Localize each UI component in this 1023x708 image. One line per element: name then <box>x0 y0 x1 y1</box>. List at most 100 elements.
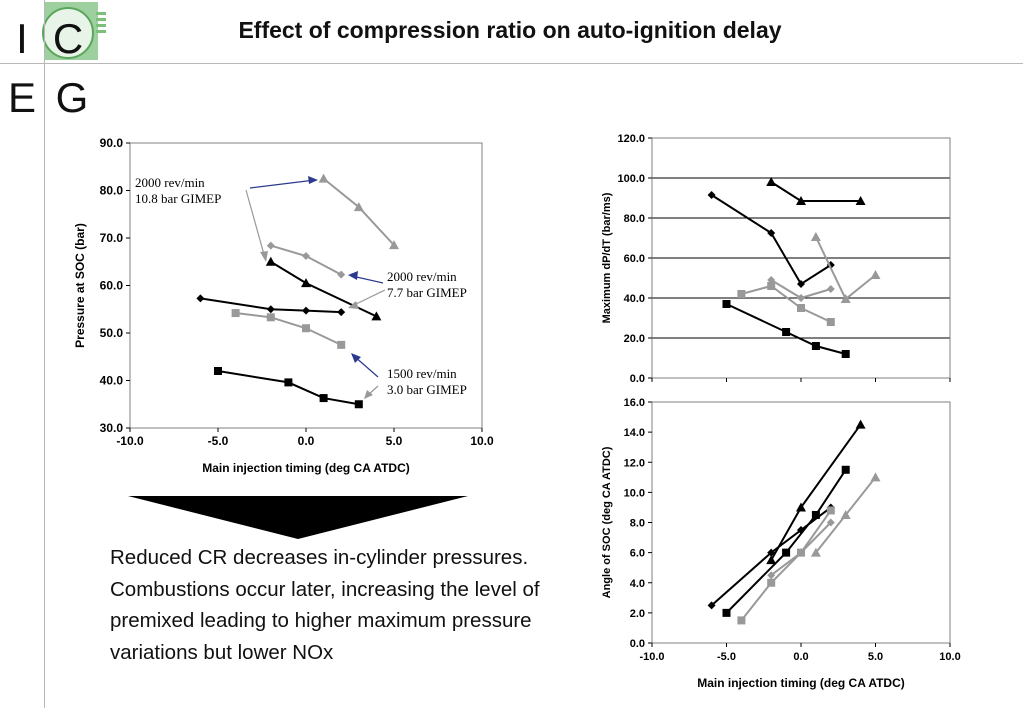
dpdt-data-point <box>811 342 820 350</box>
pressure-series-line <box>270 244 342 276</box>
angle-y-tick-label: 14.0 <box>624 427 645 439</box>
pressure-data-point <box>266 241 275 250</box>
pressure-x-tick-label: 10.0 <box>470 434 494 448</box>
angle-data-point <box>797 548 805 557</box>
dpdt-y-axis-label: Maximum dP/dT (bar/ms) <box>601 192 613 323</box>
angle-data-point <box>766 555 777 565</box>
pressure-annotation-arrowhead <box>260 251 268 262</box>
dpdt-data-point <box>797 280 805 288</box>
angle-x-tick-label: 10.0 <box>939 651 960 663</box>
logo-c-circle <box>42 7 94 59</box>
pressure-x-tick-label: -10.0 <box>116 434 144 448</box>
vertical-divider <box>44 0 45 708</box>
logo-letter-c: C <box>53 15 83 62</box>
logo-letter-i: I <box>16 15 28 62</box>
angle-x-tick-label: 0.0 <box>793 651 808 663</box>
angle-y-tick-label: 2.0 <box>630 608 645 620</box>
angle-series-line <box>740 509 832 622</box>
pressure-annotation-arrowhead <box>348 271 358 280</box>
pressure-annotation-text: 3.0 bar GIMEP <box>387 382 467 397</box>
dpdt-series-line <box>741 284 832 323</box>
angle-data-point <box>767 571 776 580</box>
pressure-y-tick-label: 80.0 <box>100 184 124 198</box>
angle-y-tick-label: 10.0 <box>624 487 645 499</box>
dpdt-data-point <box>826 285 835 293</box>
angle-data-point <box>810 547 821 557</box>
angle-data-point <box>796 502 806 512</box>
dpdt-y-tick-label: 60.0 <box>624 253 645 265</box>
pressure-data-point <box>214 367 222 375</box>
angle-x-axis-label: Main injection timing (deg CA ATDC) <box>697 676 905 690</box>
dpdt-series-line <box>770 181 861 202</box>
angle-data-point <box>826 506 835 515</box>
angle-y-tick-label: 0.0 <box>630 638 645 650</box>
dpdt-y-tick-label: 0.0 <box>630 373 645 385</box>
logo-stripes <box>96 12 106 33</box>
pressure-annotation-arrowhead <box>348 301 359 309</box>
pressure-annotation-arrow <box>249 179 316 189</box>
pressure-y-tick-label: 50.0 <box>100 326 124 340</box>
dpdt-data-point <box>840 294 851 303</box>
angle-data-point <box>782 548 791 557</box>
summary-text: Reduced CR decreases in-cylinder pressur… <box>110 546 540 664</box>
pressure-y-axis-label: Pressure at SOC (bar) <box>73 223 87 348</box>
angle-data-point <box>870 472 881 482</box>
down-arrow-shape <box>128 496 468 539</box>
pressure-y-tick-label: 40.0 <box>100 374 124 388</box>
pressure-data-point <box>196 294 205 303</box>
pressure-series-line <box>270 260 377 318</box>
dpdt-data-point <box>826 318 835 326</box>
dpdt-data-point <box>737 290 746 298</box>
pressure-data-point <box>301 278 311 288</box>
dpdt-data-point <box>767 229 776 237</box>
pressure-series-line <box>235 312 342 346</box>
dpdt-data-point <box>766 177 777 186</box>
dpdt-data-point <box>841 350 850 358</box>
angle-y-tick-label: 6.0 <box>630 548 645 560</box>
page-title: Effect of compression ratio on auto-igni… <box>238 17 782 43</box>
pressure-data-point <box>337 308 346 317</box>
angle-data-point <box>811 510 820 519</box>
dpdt-data-point <box>796 196 806 205</box>
angle-data-point <box>855 419 866 429</box>
pressure-y-tick-label: 90.0 <box>100 136 124 150</box>
pressure-annotation-text: 10.8 bar GIMEP <box>135 191 221 206</box>
angle-x-tick-label: -10.0 <box>639 651 664 663</box>
pressure-annotation-arrowhead <box>351 353 361 363</box>
pressure-data-point <box>353 202 364 212</box>
angle-y-tick-label: 4.0 <box>630 578 645 590</box>
logo-letter-g: G <box>56 74 89 121</box>
angle-data-point <box>767 578 776 587</box>
dpdt-series-line <box>726 303 846 355</box>
pressure-annotation-arrow <box>245 189 266 259</box>
pressure-annotation-arrowhead <box>308 176 318 184</box>
pressure-data-point <box>318 173 329 183</box>
dpdt-data-point <box>782 328 791 336</box>
pressure-x-axis-label: Main injection timing (deg CA ATDC) <box>202 461 410 475</box>
angle-y-tick-label: 12.0 <box>624 457 645 469</box>
pressure-data-point <box>284 378 293 387</box>
dpdt-data-point <box>797 294 805 302</box>
angle-x-tick-label: -5.0 <box>717 651 736 663</box>
angle-data-point <box>707 601 716 610</box>
pressure-data-point <box>337 340 346 349</box>
dpdt-data-point <box>870 270 881 279</box>
pressure-data-point <box>266 313 275 322</box>
horizontal-divider <box>0 63 1023 64</box>
angle-x-tick-label: 5.0 <box>868 651 883 663</box>
angle-data-point <box>840 509 851 519</box>
dpdt-data-point <box>707 191 716 199</box>
pressure-annotation-text: 1500 rev/min <box>387 366 457 381</box>
pressure-annotation-arrow <box>351 289 386 307</box>
pressure-annotation-text: 2000 rev/min <box>387 269 457 284</box>
dpdt-y-tick-label: 20.0 <box>624 333 645 345</box>
dpdt-data-point <box>855 196 866 205</box>
angle-y-tick-label: 8.0 <box>630 518 645 530</box>
dpdt-data-point <box>722 300 731 308</box>
dpdt-y-tick-label: 40.0 <box>624 293 645 305</box>
pressure-data-point <box>389 240 399 250</box>
dpdt-data-point <box>810 232 821 241</box>
pressure-x-tick-label: 0.0 <box>298 434 315 448</box>
pressure-data-point <box>302 252 310 261</box>
pressure-data-point <box>265 256 276 266</box>
